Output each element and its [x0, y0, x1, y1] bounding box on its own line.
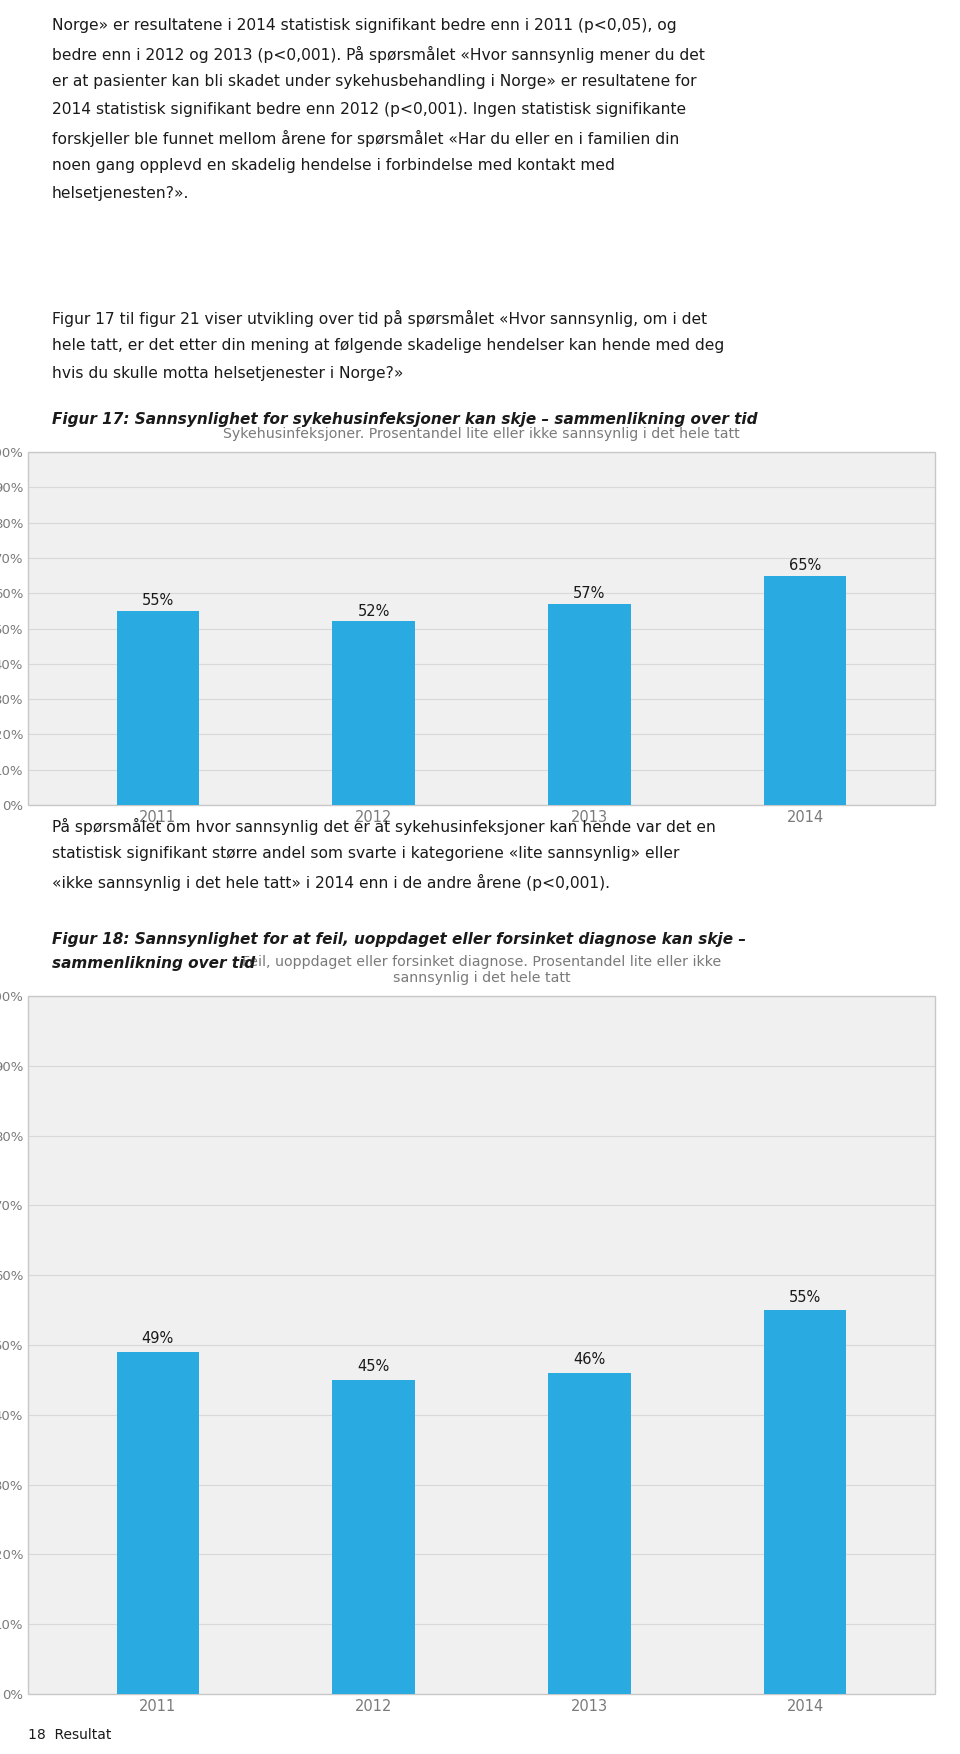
Title: Sykehusinfeksjoner. Prosentandel lite eller ikke sannsynlig i det hele tatt: Sykehusinfeksjoner. Prosentandel lite el…: [223, 428, 740, 440]
Text: sammenlikning over tid: sammenlikning over tid: [52, 956, 255, 972]
Text: 55%: 55%: [789, 1289, 822, 1305]
Bar: [548, 1373, 631, 1694]
Text: «ikke sannsynlig i det hele tatt» i 2014 enn i de andre årene (p<0,001).: «ikke sannsynlig i det hele tatt» i 2014…: [52, 873, 610, 891]
Text: hvis du skulle motta helsetjenester i Norge?»: hvis du skulle motta helsetjenester i No…: [52, 367, 403, 381]
Text: Figur 17 til figur 21 viser utvikling over tid på spørsmålet «Hvor sannsynlig, o: Figur 17 til figur 21 viser utvikling ov…: [52, 310, 708, 326]
Text: 2014 statistisk signifikant bedre enn 2012 (p<0,001). Ingen statistisk signifika: 2014 statistisk signifikant bedre enn 20…: [52, 102, 686, 118]
Text: Norge» er resultatene i 2014 statistisk signifikant bedre enn i 2011 (p<0,05), o: Norge» er resultatene i 2014 statistisk …: [52, 18, 677, 33]
Bar: [764, 1310, 847, 1694]
Text: forskjeller ble funnet mellom årene for spørsmålet «Har du eller en i familien d: forskjeller ble funnet mellom årene for …: [52, 130, 680, 147]
Text: bedre enn i 2012 og 2013 (p<0,001). På spørsmålet «Hvor sannsynlig mener du det: bedre enn i 2012 og 2013 (p<0,001). På s…: [52, 46, 705, 63]
Text: 49%: 49%: [141, 1331, 174, 1347]
Text: 45%: 45%: [357, 1359, 390, 1375]
Text: statistisk signifikant større andel som svarte i kategoriene «lite sannsynlig» e: statistisk signifikant større andel som …: [52, 845, 680, 861]
Text: noen gang opplevd en skadelig hendelse i forbindelse med kontakt med: noen gang opplevd en skadelig hendelse i…: [52, 158, 614, 174]
Text: 46%: 46%: [573, 1352, 606, 1368]
Text: 52%: 52%: [357, 603, 390, 619]
Text: 18  Resultat: 18 Resultat: [28, 1728, 111, 1742]
Bar: [764, 575, 847, 805]
Text: På spørsmålet om hvor sannsynlig det er at sykehusinfeksjoner kan hende var det : På spørsmålet om hvor sannsynlig det er …: [52, 817, 716, 835]
Bar: [332, 621, 415, 805]
Bar: [332, 1380, 415, 1694]
Text: 65%: 65%: [789, 558, 822, 574]
Bar: [28, 453, 935, 805]
Bar: [116, 1352, 199, 1694]
Bar: [548, 603, 631, 805]
Text: 55%: 55%: [141, 593, 174, 609]
Text: Figur 17: Sannsynlighet for sykehusinfeksjoner kan skje – sammenlikning over tid: Figur 17: Sannsynlighet for sykehusinfek…: [52, 412, 757, 426]
Bar: [116, 610, 199, 805]
Title: Feil, uoppdaget eller forsinket diagnose. Prosentandel lite eller ikke
sannsynli: Feil, uoppdaget eller forsinket diagnose…: [242, 954, 721, 986]
Text: er at pasienter kan bli skadet under sykehusbehandling i Norge» er resultatene f: er at pasienter kan bli skadet under syk…: [52, 74, 697, 89]
Text: Figur 18: Sannsynlighet for at feil, uoppdaget eller forsinket diagnose kan skje: Figur 18: Sannsynlighet for at feil, uop…: [52, 931, 746, 947]
Text: 57%: 57%: [573, 586, 606, 602]
Text: helsetjenesten?».: helsetjenesten?».: [52, 186, 189, 202]
Text: hele tatt, er det etter din mening at følgende skadelige hendelser kan hende med: hele tatt, er det etter din mening at fø…: [52, 339, 724, 353]
Bar: [28, 996, 935, 1694]
